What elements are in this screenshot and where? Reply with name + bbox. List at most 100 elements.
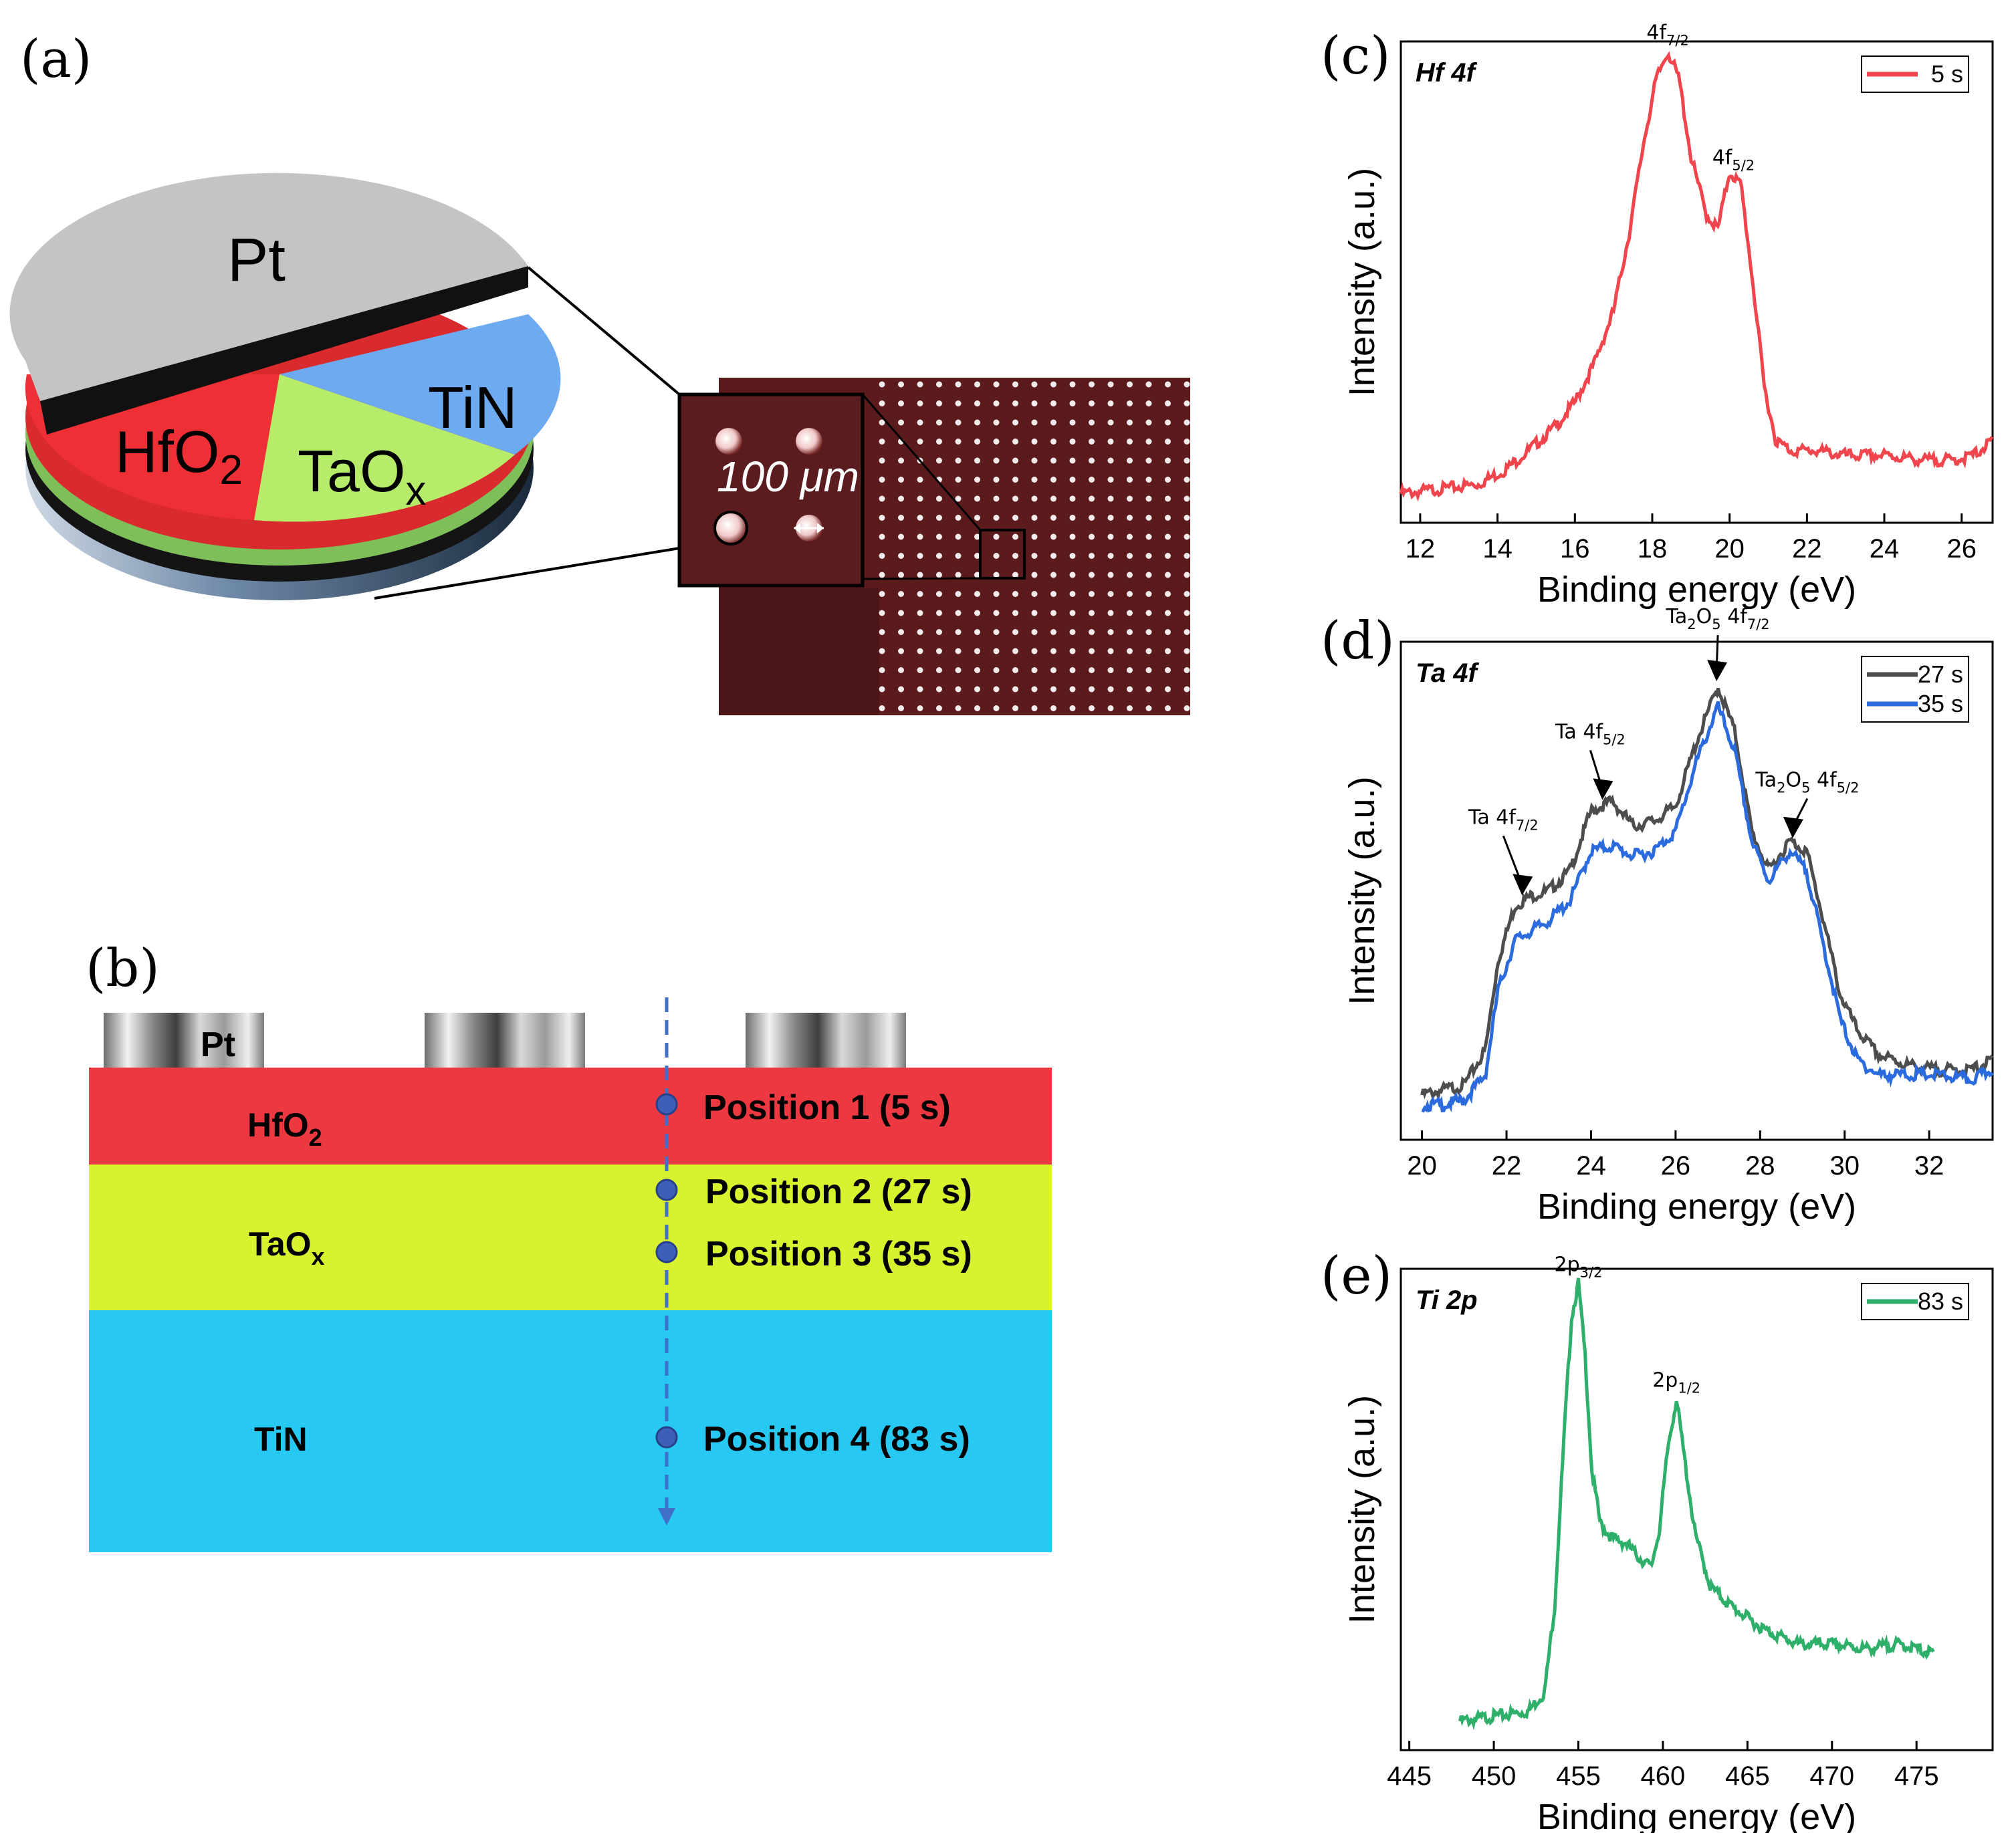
disk-tin-label: TiN: [428, 374, 518, 441]
zoom-connector-2: [862, 577, 981, 580]
disk-pt-surface: [9, 172, 529, 401]
x-tick-label: 30: [1830, 1151, 1860, 1181]
x-tick-label: 12: [1406, 534, 1436, 564]
disk-hfo2-label: HfO2: [115, 418, 243, 493]
x-tick-label: 22: [1792, 534, 1822, 564]
series-line-27s: [1420, 687, 1994, 1102]
position-marker-4: [655, 1426, 678, 1449]
disk-taox-wedge: [254, 374, 515, 522]
zoom-connector-1: [861, 394, 982, 531]
x-tick-label: 18: [1638, 534, 1668, 564]
disk-pt-edge: [40, 266, 528, 435]
layer-taox-label: TaOx: [249, 1225, 325, 1270]
disk-stack: [9, 172, 561, 600]
x-tick-label: 28: [1745, 1151, 1775, 1181]
panel-b: (b) Pt HfO2 TaOx TiN Position 1 (5 s) Po…: [86, 939, 1052, 1552]
plot-frame: [1399, 40, 1994, 524]
pt-electrode-label: Pt: [201, 1025, 235, 1064]
x-tick-label: 14: [1482, 534, 1513, 564]
x-tick-label: 475: [1894, 1761, 1939, 1791]
chart-ti2p: 445 450 455 460 465 470 475 Binding energy (eV)…: [1342, 1253, 1994, 1833]
spectrum-label: Ta 4f: [1416, 658, 1480, 688]
panel-a-label: (a): [20, 29, 92, 90]
legend-label: 83 s: [1918, 1288, 1963, 1315]
scale-label: 100 μm: [717, 453, 859, 501]
x-tick-label: 26: [1946, 534, 1977, 564]
x-tick-label: 24: [1576, 1151, 1606, 1181]
x-tick-label: 460: [1641, 1761, 1686, 1791]
scale-arrowheads: [794, 523, 824, 533]
chart-ta4f: 20 22 24 26 28 30 32 Binding energy (eV) Intensi…: [1342, 605, 1994, 1227]
x-tick-label: 470: [1809, 1761, 1854, 1791]
y-axis-title: Intensity (a.u.): [1342, 168, 1382, 396]
peak-annotation: 4f5/2: [1712, 146, 1755, 174]
annotation-arrowhead: [1707, 660, 1728, 682]
layer-hfo2: [89, 1068, 1052, 1165]
x-axis-title: Binding energy (eV): [1537, 1797, 1856, 1833]
layer-taox: [89, 1165, 1052, 1310]
x-tick-label: 445: [1387, 1761, 1432, 1791]
x-tick-label: 450: [1472, 1761, 1517, 1791]
peak-annotation: 2p1/2: [1652, 1368, 1700, 1396]
pt-electrode-2: [425, 1013, 585, 1068]
x-tick-label: 26: [1661, 1151, 1691, 1181]
pt-electrode-1: [104, 1013, 264, 1068]
zoom-line-top: [527, 266, 681, 396]
x-tick-label: 20: [1407, 1151, 1437, 1181]
legend-box: [1861, 656, 1969, 723]
peak-annotation: 4f7/2: [1646, 21, 1688, 48]
panel-e-label: (e): [1321, 1246, 1392, 1306]
series-line-83s: [1458, 1277, 1935, 1731]
disk-pt-label: Pt: [227, 226, 286, 294]
x-axis-title: Binding energy (eV): [1537, 570, 1856, 610]
inset-electrode-2: [796, 428, 822, 455]
inset-electrode-1: [715, 428, 742, 455]
y-axis-title: Intensity (a.u.): [1342, 776, 1382, 1005]
chart-hf4f: 12 14 16 18 20 22 24 26 Binding energy (eV) Inten…: [1342, 21, 1994, 610]
legend-label: 5 s: [1931, 60, 1963, 88]
series-line-35s: [1421, 701, 1994, 1113]
panel-c: (c) 12 14 16 18 20 22 24 26 Binding energy (eV) I…: [1321, 21, 1994, 610]
disk-tin-wedge: [279, 314, 561, 455]
x-tick-label: 16: [1560, 534, 1590, 564]
microscope-pad-area: [719, 588, 879, 715]
legend-label: 27 s: [1918, 660, 1963, 688]
spectrum-label: Ti 2p: [1416, 1286, 1478, 1315]
position-label-1: Position 1 (5 s): [703, 1088, 951, 1127]
peak-annotation: 2p3/2: [1555, 1253, 1603, 1281]
position-label-4: Position 4 (83 s): [703, 1420, 970, 1459]
annotation-arrowhead: [1593, 778, 1613, 800]
y-axis-title: Intensity (a.u.): [1342, 1395, 1382, 1624]
panel-d-label: (d): [1321, 611, 1395, 671]
position-label-3: Position 3 (35 s): [705, 1235, 972, 1273]
panel-a: (a) Pt HfO2 TaOx TiN: [9, 29, 1190, 715]
legend-label: 35 s: [1918, 690, 1963, 717]
inset-zoom: [677, 392, 865, 588]
x-tick-label: 22: [1492, 1151, 1522, 1181]
panel-e: (e) 445 450 455 460 465 470 475 Binding energy …: [1321, 1246, 1994, 1833]
position-marker-1: [655, 1093, 678, 1116]
disk-taox-label: TaOx: [298, 438, 426, 514]
plot-frame: [1399, 1267, 1994, 1751]
position-label-2: Position 2 (27 s): [705, 1173, 972, 1211]
x-tick-label: 32: [1914, 1151, 1944, 1181]
peak-annotation: Ta2O5 4f5/2: [1755, 769, 1859, 796]
depth-arrowhead: [658, 1508, 675, 1525]
plot-frame: [1399, 640, 1994, 1141]
peak-annotation: Ta 4f7/2: [1468, 806, 1539, 833]
position-marker-3: [655, 1241, 678, 1263]
x-axis-title: Binding energy (eV): [1537, 1187, 1856, 1227]
inset-electrode-3: [713, 511, 748, 545]
zoom-box: [979, 529, 1026, 580]
peak-annotation: Ta 4f5/2: [1555, 720, 1626, 747]
layer-tin-label: TiN: [254, 1421, 308, 1458]
series-line-5s: [1399, 51, 1993, 502]
panel-c-label: (c): [1321, 26, 1391, 86]
annotation-arrowhead: [1783, 816, 1803, 838]
x-tick-label: 20: [1714, 534, 1745, 564]
position-marker-2: [655, 1179, 678, 1201]
layer-tin: [89, 1310, 1052, 1552]
x-tick-label: 455: [1556, 1761, 1601, 1791]
x-tick-label: 24: [1870, 534, 1900, 564]
